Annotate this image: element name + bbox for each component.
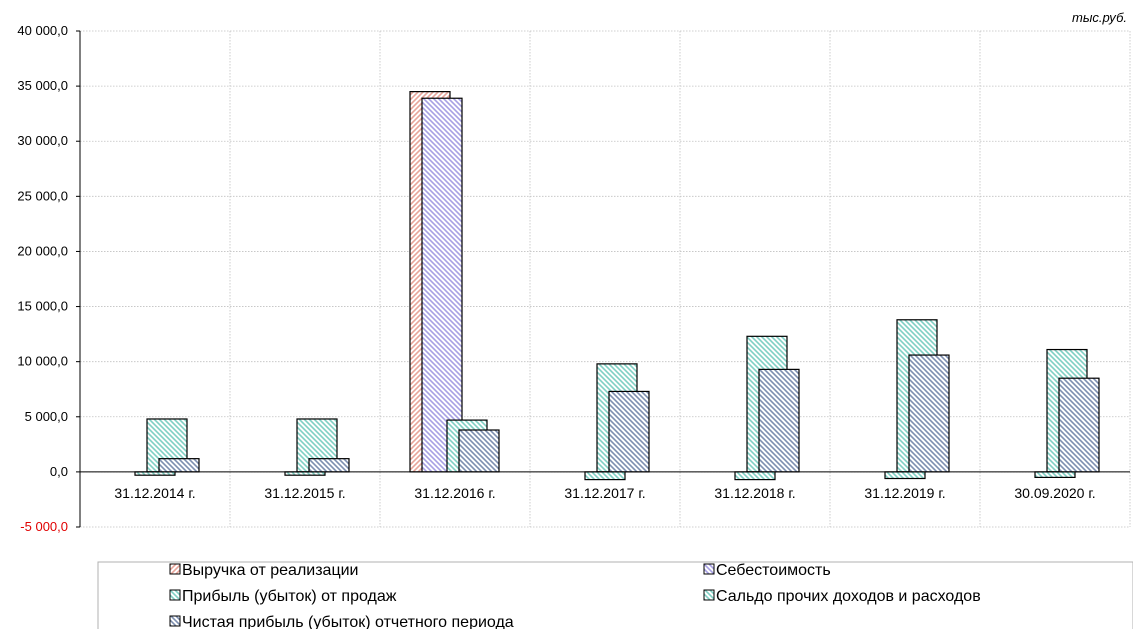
y-tick-label: 25 000,0: [17, 188, 68, 203]
x-tick-label: 31.12.2015 г.: [264, 485, 345, 501]
bar-net-profit: [1058, 377, 1100, 473]
y-tick-label: 20 000,0: [17, 243, 68, 258]
bar-other-balance: [584, 471, 626, 481]
y-tick-label: 5 000,0: [25, 409, 68, 424]
bar-other-balance: [1034, 471, 1076, 478]
bar-other-balance: [884, 471, 926, 480]
y-tick-label: 40 000,0: [17, 23, 68, 38]
legend-label: Сальдо прочих доходов и расходов: [716, 588, 981, 605]
y-tick-label: 30 000,0: [17, 133, 68, 148]
y-tick-label: 10 000,0: [17, 354, 68, 369]
x-tick-label: 31.12.2018 г.: [714, 485, 795, 501]
bar-cost: [421, 97, 463, 473]
y-tick-label: 0,0: [50, 464, 68, 479]
units-label: тыс.руб.: [1072, 10, 1127, 25]
bar-net-profit: [308, 458, 350, 473]
bar-net-profit: [458, 429, 500, 473]
legend-label: Себестоимость: [716, 562, 831, 579]
x-tick-label: 31.12.2014 г.: [114, 485, 195, 501]
y-tick-label: 35 000,0: [17, 78, 68, 93]
legend-swatch: [169, 563, 181, 575]
legend-label: Выручка от реализации: [182, 562, 358, 579]
legend-label: Прибыль (убыток) от продаж: [182, 588, 397, 605]
x-tick-label: 31.12.2017 г.: [564, 485, 645, 501]
legend-box: [97, 561, 1133, 629]
x-tick-label: 31.12.2019 г.: [864, 485, 945, 501]
bar-net-profit: [908, 354, 950, 473]
y-tick-label: -5 000,0: [20, 519, 68, 534]
legend-swatch: [703, 563, 715, 575]
bar-net-profit: [608, 390, 650, 473]
bar-other-balance: [734, 471, 776, 481]
legend-swatch: [169, 589, 181, 601]
bar-net-profit: [758, 368, 800, 473]
x-tick-label: 31.12.2016 г.: [414, 485, 495, 501]
legend-label: Чистая прибыль (убыток) отчетного период…: [182, 614, 514, 629]
legend-swatch: [169, 615, 181, 627]
bar-net-profit: [158, 458, 200, 473]
y-tick-label: 15 000,0: [17, 299, 68, 314]
x-tick-label: 30.09.2020 г.: [1014, 485, 1095, 501]
legend-swatch: [703, 589, 715, 601]
